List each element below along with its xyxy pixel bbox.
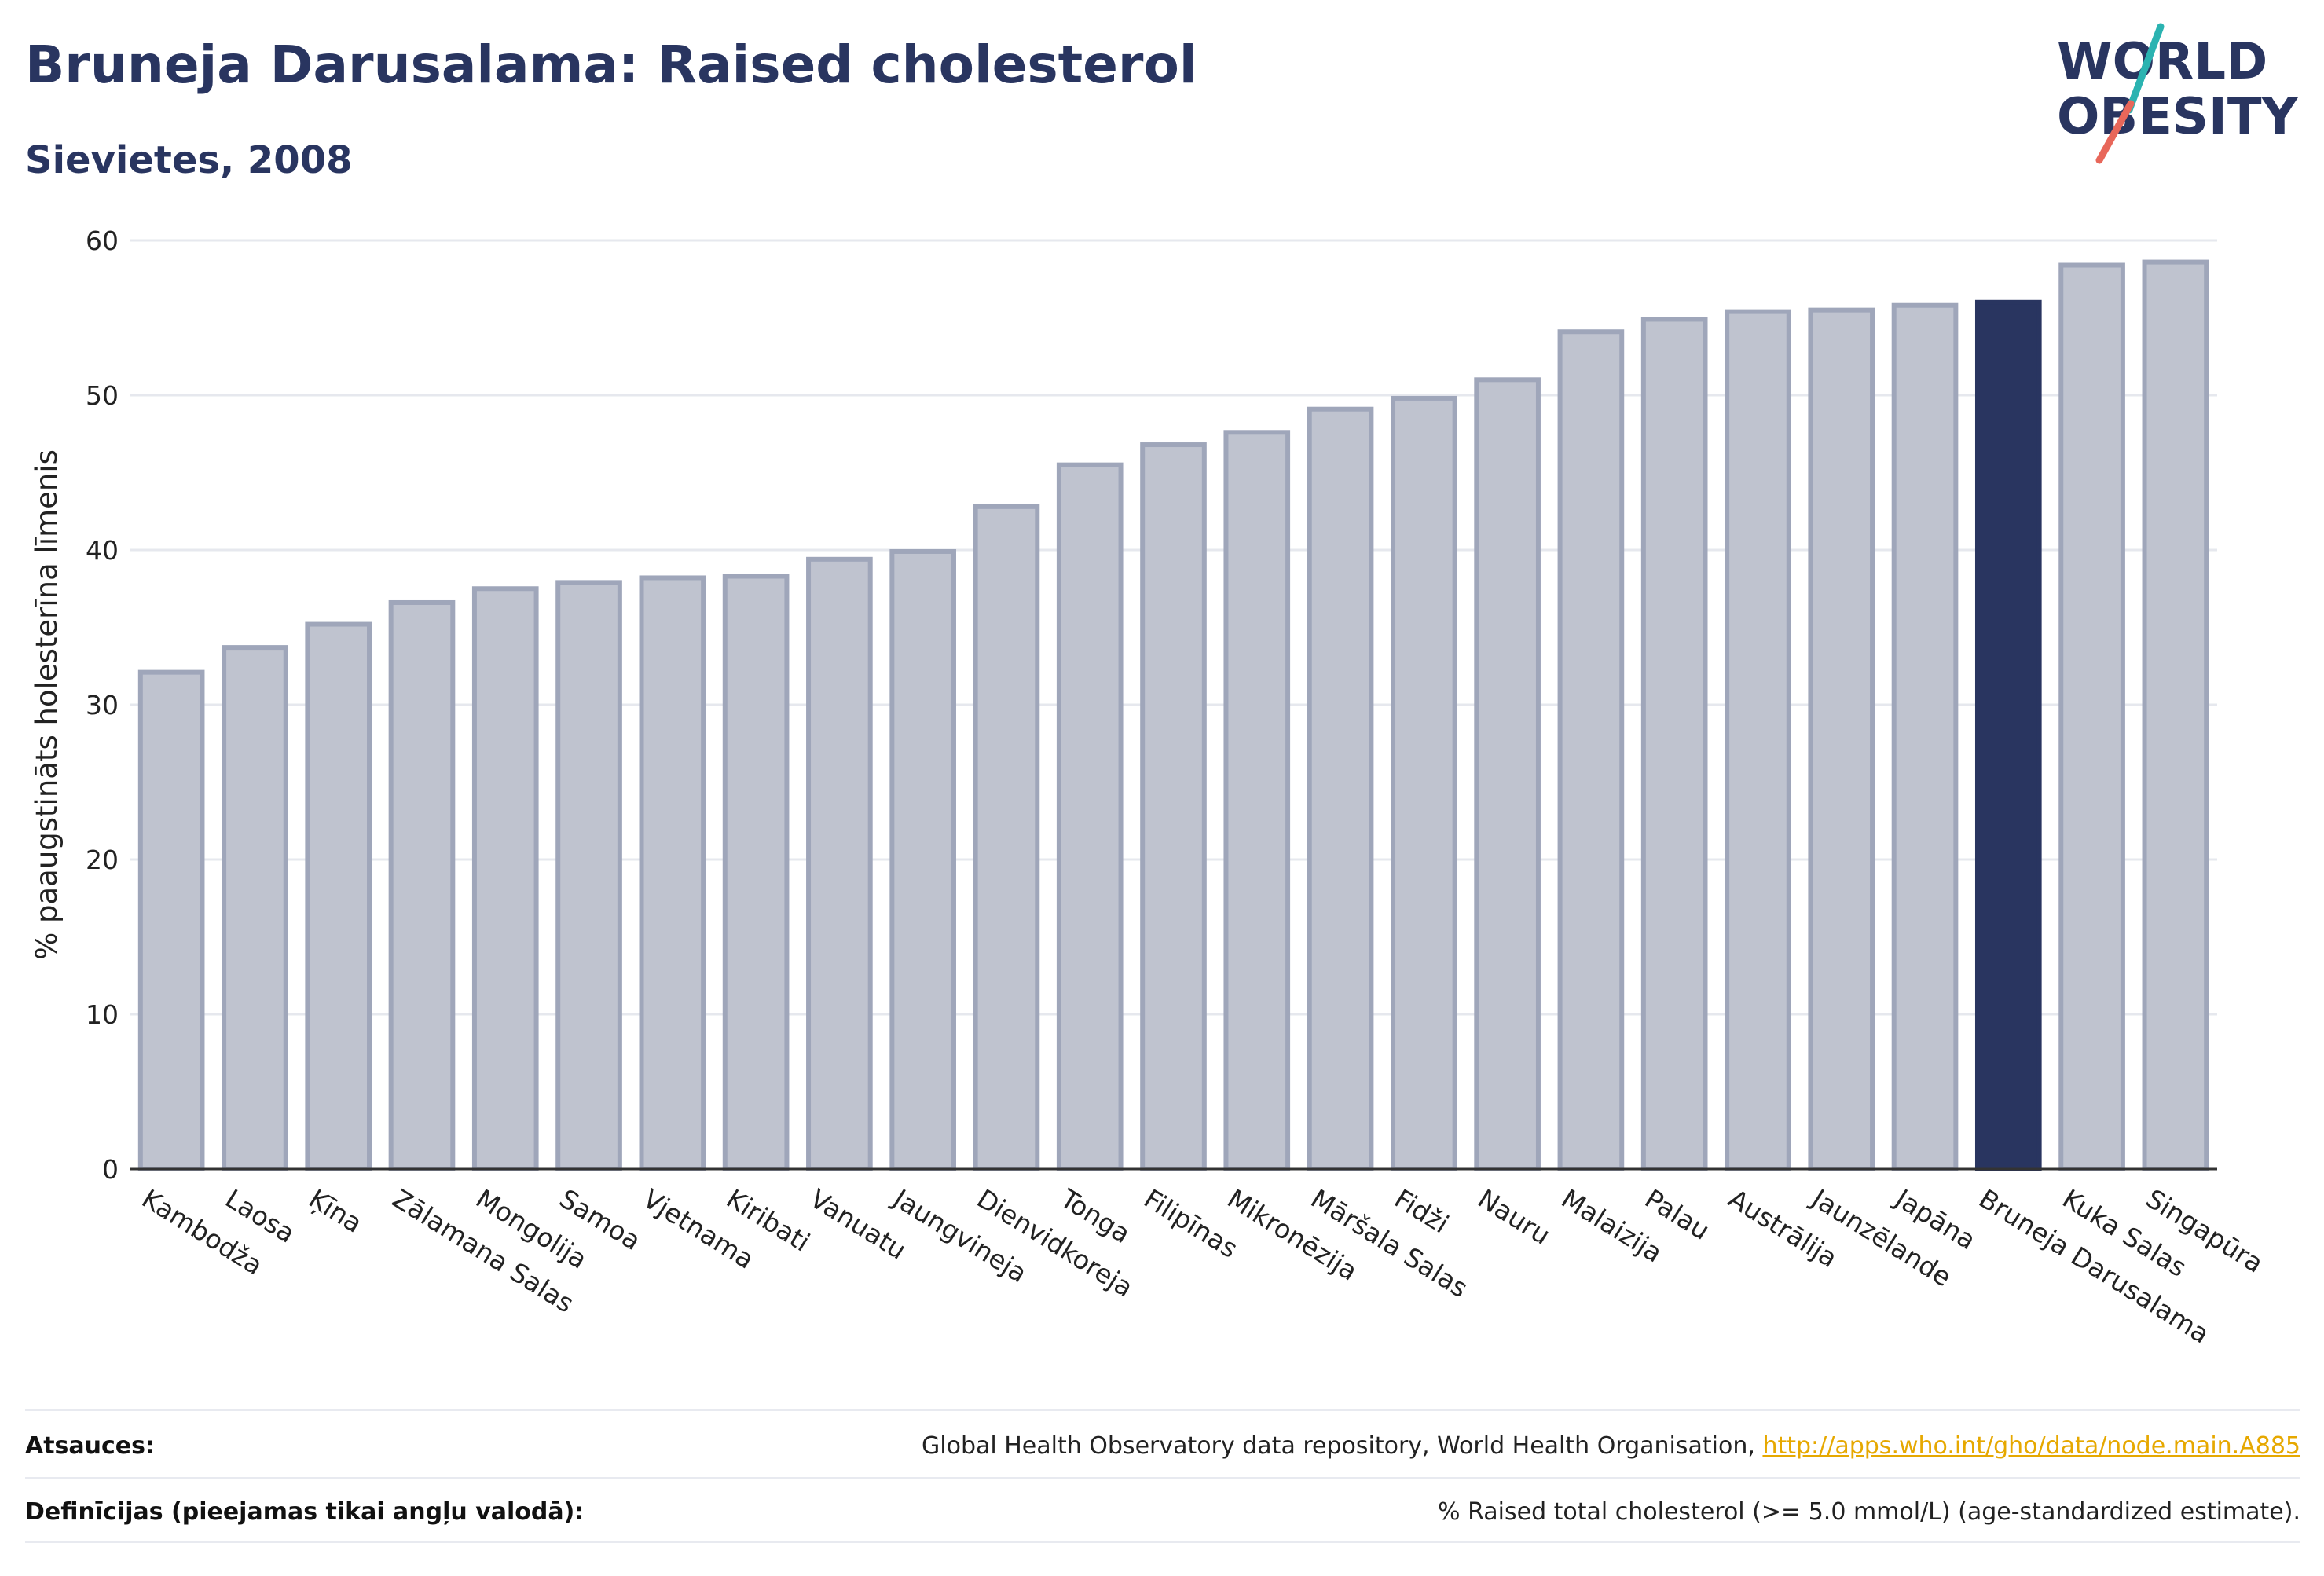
bar	[889, 548, 956, 1171]
bar	[471, 586, 539, 1171]
logo-line1: WORLD	[2057, 33, 2267, 91]
bar	[222, 645, 288, 1171]
logo-line2: OBESITY	[2057, 88, 2298, 146]
bar	[1307, 406, 1374, 1171]
x-tick-label: Ķīna	[303, 1183, 368, 1239]
sources-row: Atsauces: Global Health Observatory data…	[25, 1414, 2300, 1477]
definitions-label: Definīcijas (pieejamas tikai angļu valod…	[25, 1497, 585, 1526]
x-tick-label: Filipīnas	[1138, 1183, 1243, 1264]
bar	[1808, 307, 1875, 1171]
y-tick-label: 40	[86, 535, 119, 566]
y-axis-label: % paaugstināts holesterīna līmenis	[30, 449, 64, 960]
chart-subtitle: Sievietes, 2008	[25, 138, 353, 182]
y-tick-label: 30	[86, 690, 119, 720]
bar	[1140, 442, 1207, 1171]
logo-slash-red	[2095, 100, 2135, 164]
bar	[555, 580, 622, 1171]
sources-text: Global Health Observatory data repositor…	[922, 1431, 1763, 1460]
world-obesity-logo: WORLD OBESITY	[2057, 23, 2298, 164]
bar	[1223, 430, 1291, 1171]
bar	[2142, 259, 2209, 1172]
footer-divider-mid	[25, 1477, 2300, 1479]
bar	[2058, 262, 2125, 1171]
bar	[806, 556, 873, 1171]
sources-label: Atsauces:	[25, 1431, 155, 1460]
y-tick-label: 50	[86, 380, 119, 411]
x-tick-label: Vanuatu	[805, 1183, 911, 1266]
definitions-row: Definīcijas (pieejamas tikai angļu valod…	[25, 1480, 2300, 1543]
bar	[1891, 302, 1959, 1171]
bar	[305, 621, 372, 1171]
bar	[973, 504, 1040, 1171]
chart-title: Bruneja Darusalama: Raised cholesterol	[25, 35, 1197, 95]
bar	[1056, 462, 1124, 1171]
y-tick-labels: 0 10 20 30 40 50 60	[86, 225, 119, 1185]
bar	[1391, 395, 1457, 1171]
bar	[639, 575, 706, 1171]
logo-slash-teal	[2125, 23, 2165, 114]
bar	[1725, 309, 1791, 1171]
x-tick-label: Jaunzēlande	[1805, 1182, 1957, 1293]
bar	[388, 599, 456, 1171]
footer-divider-top	[25, 1409, 2300, 1411]
sources-link[interactable]: http://apps.who.int/gho/data/node.main.A…	[1762, 1431, 2300, 1460]
bar	[1474, 377, 1541, 1171]
y-tick-label: 10	[86, 999, 119, 1030]
definitions-text: % Raised total cholesterol (>= 5.0 mmol/…	[1438, 1497, 2300, 1526]
y-tick-label: 60	[86, 225, 119, 256]
bar	[1974, 299, 2042, 1171]
x-tick-label: Nauru	[1472, 1183, 1556, 1251]
bar	[1557, 329, 1625, 1172]
bar	[1640, 317, 1708, 1172]
y-tick-label: 20	[86, 845, 119, 875]
bar	[722, 574, 790, 1171]
sources-text-wrap: Global Health Observatory data repositor…	[922, 1432, 2300, 1460]
bar	[137, 669, 205, 1171]
footer-divider-bottom	[25, 1541, 2300, 1543]
bars	[137, 259, 2209, 1172]
y-tick-label: 0	[102, 1154, 119, 1185]
